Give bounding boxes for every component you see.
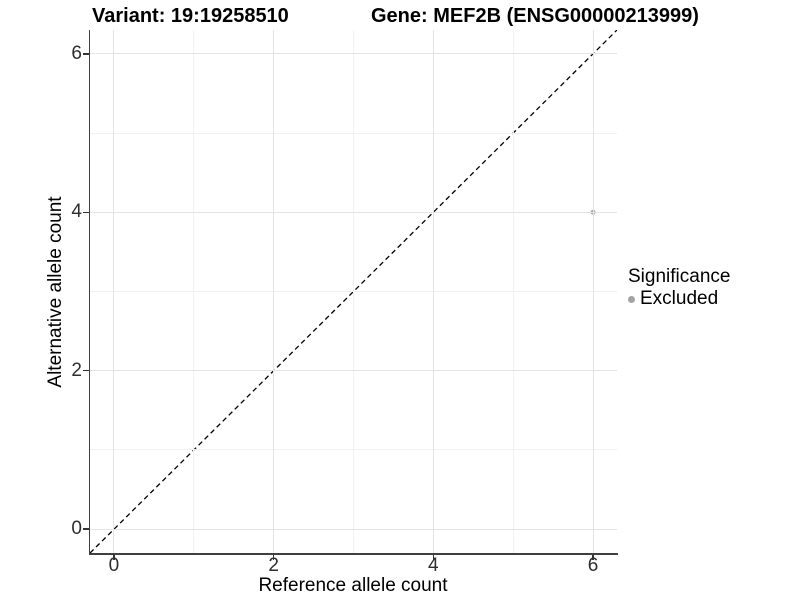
gridline-y-minor xyxy=(90,291,617,292)
x-axis-tick xyxy=(113,554,115,560)
legend: Significance Excluded xyxy=(628,266,730,310)
gridline-x-major xyxy=(592,30,594,553)
x-axis-tick-label: 4 xyxy=(428,555,439,576)
gridline-y-major xyxy=(90,53,617,55)
legend-items: Excluded xyxy=(628,288,730,310)
identity-line xyxy=(90,30,617,553)
legend-title: Significance xyxy=(628,266,731,287)
y-axis-tick xyxy=(83,528,89,530)
y-axis-tick-label: 6 xyxy=(71,42,82,64)
gridline-y-minor xyxy=(90,449,617,451)
y-axis-tick xyxy=(83,211,89,213)
x-axis-tick xyxy=(432,554,435,560)
gridline-x-major xyxy=(273,30,275,553)
x-axis-tick-label: 6 xyxy=(587,555,599,576)
gridline-y-minor xyxy=(90,132,617,134)
plot-title-gene: Gene: MEF2B (ENSG00000213999) xyxy=(371,5,699,27)
gridline-y-major xyxy=(90,211,617,213)
gridline-y-major xyxy=(90,528,617,530)
gridline-y-major xyxy=(90,370,617,372)
plot-title-variant: Variant: 19:19258510 xyxy=(92,5,289,27)
y-axis-tick-label: 2 xyxy=(71,359,82,381)
x-axis-tick xyxy=(272,554,275,560)
legend-key-circle-icon xyxy=(628,295,635,303)
y-axis-tick xyxy=(83,369,89,372)
y-axis-title: Alternative allele count xyxy=(45,196,66,388)
y-axis-tick-label: 0 xyxy=(71,518,82,540)
legend-item-label: Excluded xyxy=(640,288,719,309)
legend-item: Excluded xyxy=(628,288,730,310)
x-axis-tick-label: 2 xyxy=(268,555,279,576)
x-axis-line xyxy=(88,553,618,555)
y-axis-tick xyxy=(83,53,89,55)
gridline-x-major xyxy=(432,30,434,553)
x-axis-title: Reference allele count xyxy=(258,575,448,596)
gridline-x-major xyxy=(113,30,115,553)
x-axis-tick-label: 0 xyxy=(108,555,120,576)
y-axis-line xyxy=(88,30,90,555)
x-axis-tick xyxy=(592,554,594,560)
y-axis-tick-label: 4 xyxy=(71,201,82,223)
plot-panel xyxy=(90,30,617,553)
